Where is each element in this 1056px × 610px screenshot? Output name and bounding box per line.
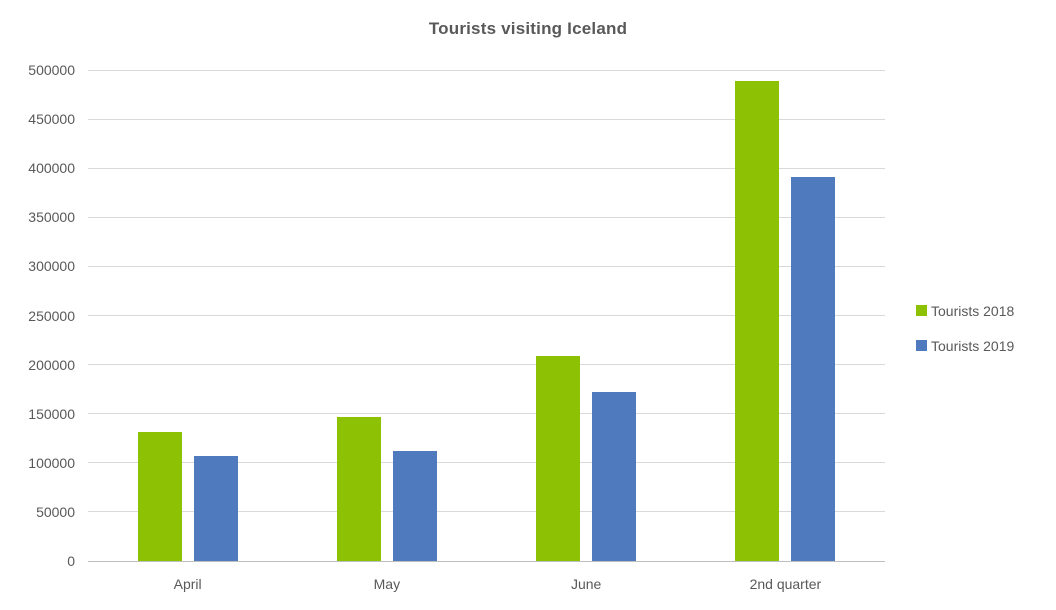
gridline <box>88 511 885 513</box>
gridline <box>88 118 885 120</box>
y-axis-tick-label: 400000 <box>28 160 75 177</box>
x-axis-line <box>88 561 885 562</box>
gridline <box>88 315 885 316</box>
gridline <box>88 216 885 218</box>
x-axis-category-label: April <box>173 576 202 592</box>
legend-item-2018: Tourists 2018 <box>916 302 1014 319</box>
bar-tourists-2018-april <box>138 432 182 561</box>
legend-swatch-2018 <box>916 305 927 316</box>
y-axis-tick-label: 100000 <box>28 454 75 471</box>
bar-tourists-2019-june <box>592 392 636 561</box>
y-axis-tick-label: 50000 <box>36 503 75 520</box>
y-axis-tick-label: 500000 <box>28 62 75 78</box>
y-axis-tick-label: 0 <box>67 553 75 569</box>
x-axis: April May June 2nd quarter <box>88 576 885 596</box>
bar-tourists-2018-june <box>536 356 580 561</box>
y-axis: 0 50000 100000 150000 200000 250000 300000 3500… <box>0 62 75 569</box>
x-axis-category-label: June <box>570 576 602 592</box>
gridline <box>88 364 885 366</box>
gridline <box>88 265 885 267</box>
legend-swatch-2019 <box>916 340 927 351</box>
legend-label-2018: Tourists 2018 <box>931 302 1015 319</box>
bar-tourists-2018-2nd-quarter <box>735 81 779 561</box>
gridline <box>88 413 885 415</box>
legend: Tourists 2018 Tourists 2019 <box>916 302 1014 372</box>
y-axis-tick-label: 300000 <box>28 258 75 275</box>
legend-item-2019: Tourists 2019 <box>916 337 1014 354</box>
bar-tourists-2019-may <box>393 451 437 561</box>
gridline <box>88 69 885 71</box>
bar-tourists-2019-april <box>194 456 238 561</box>
y-axis-tick-label: 450000 <box>28 111 75 128</box>
plot-area <box>88 69 885 562</box>
x-axis-category-label: May <box>373 576 401 592</box>
gridline <box>88 462 885 464</box>
y-axis-tick-label: 150000 <box>28 405 75 422</box>
bar-tourists-2019-2nd-quarter <box>791 177 835 561</box>
y-axis-tick-label: 350000 <box>28 209 75 226</box>
gridline <box>88 167 885 169</box>
legend-label-2019: Tourists 2019 <box>931 337 1015 354</box>
y-axis-tick-label: 200000 <box>28 356 75 373</box>
x-axis-category-label: 2nd quarter <box>749 576 822 592</box>
y-axis-tick-label: 250000 <box>28 307 75 324</box>
chart-title: Tourists visiting Iceland <box>428 19 628 38</box>
bar-tourists-2018-may <box>337 417 381 561</box>
